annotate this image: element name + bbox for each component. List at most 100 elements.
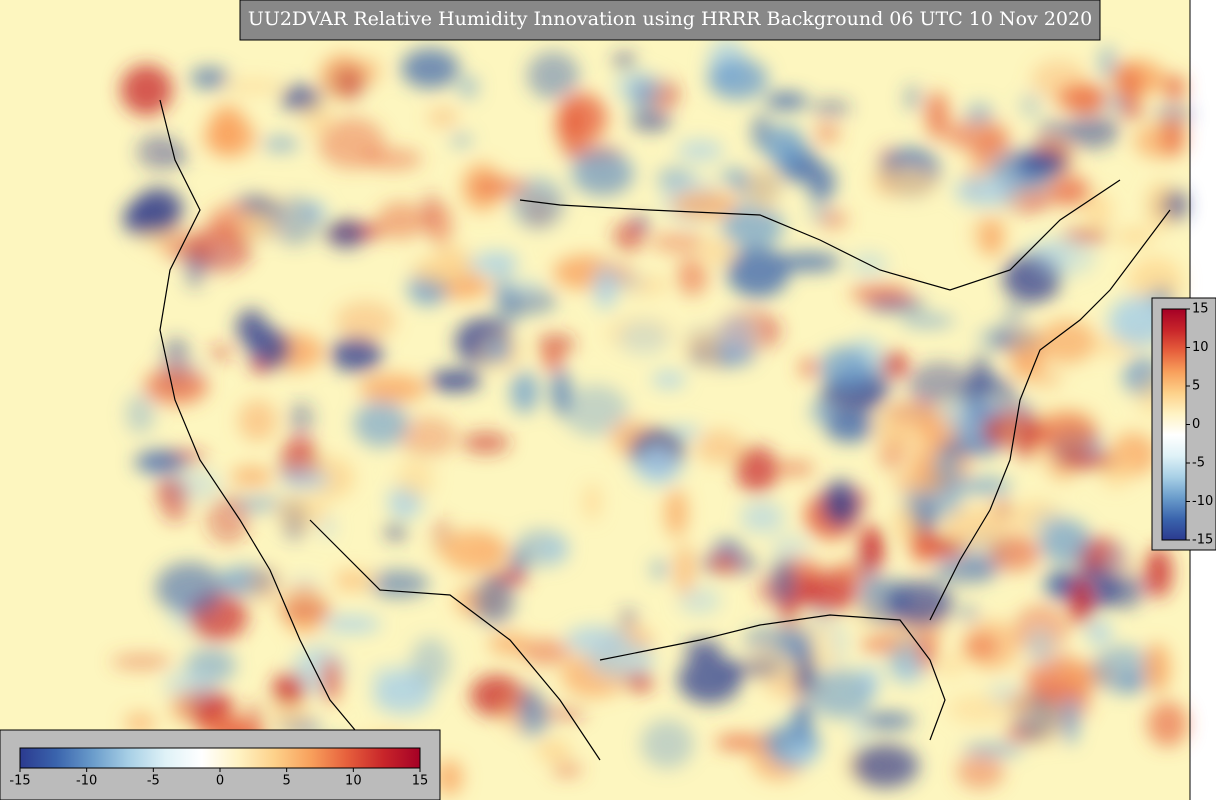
title-box: [239, 0, 1101, 41]
field-blob: [851, 743, 919, 788]
field-blob: [1069, 578, 1093, 626]
field-blob: [814, 123, 840, 144]
colorbar-vertical-tick-label: -5: [1192, 456, 1205, 471]
field-blob: [1091, 645, 1155, 694]
field-blob: [899, 314, 955, 328]
field-blob: [543, 349, 563, 371]
field-blob: [1037, 413, 1099, 455]
field-blob: [676, 257, 708, 297]
field-blob: [726, 247, 790, 298]
colorbar-tick-label: -10: [76, 774, 97, 789]
field-blob: [885, 580, 954, 627]
colorbar-vertical-tick-label: 10: [1192, 340, 1209, 355]
field-blob: [956, 753, 1005, 790]
field-blob: [881, 352, 908, 377]
gulf-coast: [599, 614, 946, 741]
field-blob: [124, 712, 156, 734]
field-blob: [360, 57, 381, 86]
map-title: UU2DVAR Relative Humidity Innovation usi…: [248, 8, 1092, 30]
field-blob: [821, 480, 860, 527]
field-blob: [559, 93, 608, 144]
field-blob: [613, 221, 645, 252]
field-blob: [861, 713, 916, 729]
field-blob: [486, 341, 512, 362]
field-blob: [719, 660, 786, 677]
field-blob: [1103, 544, 1128, 572]
field-blob: [330, 337, 383, 372]
field-blob: [506, 280, 543, 294]
field-blob: [1098, 45, 1117, 81]
field-blob: [806, 163, 836, 202]
field-blob: [711, 554, 736, 574]
field-blob: [435, 759, 463, 796]
field-blob: [984, 220, 1001, 257]
mexico-border: [309, 519, 601, 761]
field-blob: [208, 104, 247, 155]
field-blob: [281, 470, 331, 489]
field-blob: [343, 570, 376, 590]
field-blob: [1115, 228, 1155, 244]
field-blob: [1118, 64, 1142, 111]
field-blob: [125, 393, 155, 435]
field-blob: [111, 654, 173, 669]
field-blob: [428, 370, 482, 392]
field-blob: [765, 92, 808, 110]
field-blob: [870, 168, 938, 197]
colorbar-tick-label: 5: [283, 774, 291, 789]
colorbar-vertical-tick-label: 5: [1192, 379, 1200, 394]
field-blob: [990, 329, 1017, 349]
field-blob: [770, 555, 796, 604]
field-blob: [134, 450, 187, 474]
field-blob: [551, 762, 582, 777]
field-blob: [536, 740, 571, 761]
field-blob: [962, 742, 1025, 757]
field-blob: [461, 432, 510, 454]
field-blob: [488, 632, 532, 656]
field-blob: [618, 320, 670, 356]
field-blob: [677, 139, 724, 162]
field-blob: [651, 371, 686, 388]
field-blob: [893, 469, 950, 496]
west-coast: [159, 99, 421, 800]
colorbar-vertical-tick-label: 0: [1192, 417, 1200, 432]
field-blob: [807, 203, 832, 222]
field-blob: [625, 672, 654, 692]
field-blob: [719, 316, 755, 363]
field-blob: [1026, 628, 1054, 663]
field-blob: [161, 233, 215, 262]
field-blob: [134, 187, 183, 233]
field-blob: [230, 466, 274, 487]
colorbar-vertical: [1161, 308, 1187, 541]
field-blob: [1003, 304, 1026, 324]
field-blob: [334, 301, 397, 342]
field-blob: [222, 80, 284, 93]
colorbar-tick-label: 10: [345, 774, 362, 789]
field-blob: [322, 615, 382, 634]
field-blob: [308, 457, 354, 499]
field-blob: [859, 525, 885, 572]
field-blob: [553, 369, 570, 418]
field-blob: [1062, 113, 1120, 149]
field-blob: [234, 195, 273, 211]
field-blob: [1144, 642, 1170, 694]
field-blob: [865, 298, 926, 312]
field-blob: [807, 642, 839, 669]
field-blob: [541, 535, 569, 564]
field-blob: [1165, 189, 1187, 222]
field-blob: [470, 176, 529, 198]
field-blob: [248, 566, 282, 604]
field-blob: [473, 576, 515, 625]
field-blob: [628, 76, 655, 117]
innovation-field: [111, 38, 1193, 796]
field-blob: [965, 102, 994, 126]
field-blob: [669, 425, 700, 439]
field-blob: [620, 609, 637, 628]
field-blob: [475, 251, 519, 274]
field-blob: [941, 652, 963, 678]
field-blob: [562, 385, 629, 437]
field-blob: [155, 562, 224, 614]
field-blob: [269, 196, 321, 246]
field-blob: [1056, 453, 1117, 469]
field-blob: [909, 527, 938, 563]
field-blob: [401, 48, 460, 89]
